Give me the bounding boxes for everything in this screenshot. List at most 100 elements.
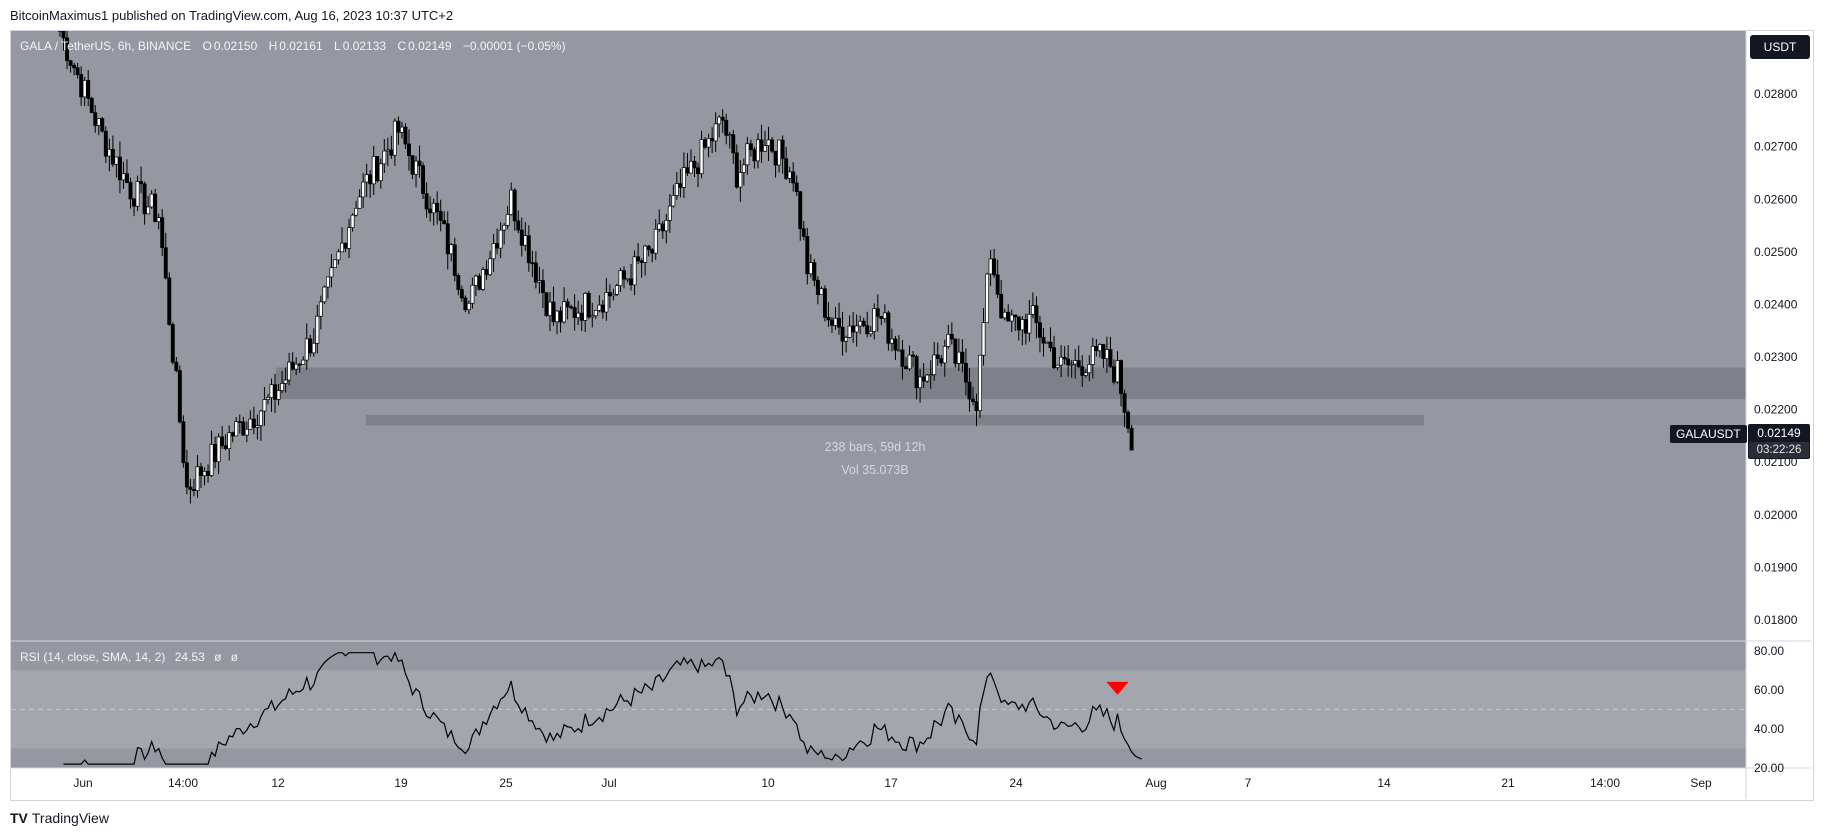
symbol-label[interactable]: GALA / TetherUS, 6h, BINANCE xyxy=(20,39,192,53)
lower-support-band xyxy=(366,414,1424,426)
candle-body xyxy=(318,301,323,317)
candle-body xyxy=(565,301,570,308)
candle-body xyxy=(727,134,732,136)
candle-body xyxy=(311,342,316,354)
candle-body xyxy=(1059,356,1064,366)
candle-body xyxy=(477,275,482,290)
time-tick-label: Aug xyxy=(1145,776,1166,790)
candle-body xyxy=(209,444,214,476)
last-price-label: 0.02149 03:22:26 xyxy=(1748,424,1810,459)
candle-body xyxy=(114,156,119,165)
candle-body xyxy=(385,149,390,152)
candle-body xyxy=(805,236,810,275)
candle-body xyxy=(801,228,806,237)
time-tick-label: Jun xyxy=(73,776,92,790)
candle-body xyxy=(1090,345,1095,365)
candle-body xyxy=(879,315,884,319)
candle-body xyxy=(946,333,951,347)
candle-body xyxy=(449,244,454,255)
time-tick-label: Jul xyxy=(601,776,616,790)
candle-body xyxy=(932,354,937,376)
candle-body xyxy=(981,322,986,356)
candle-body xyxy=(371,156,376,185)
measure-bars-label: 238 bars, 59d 12h xyxy=(824,440,926,454)
candle-body xyxy=(216,436,221,463)
candles-group xyxy=(58,31,1134,504)
time-tick-label: 24 xyxy=(1009,776,1023,790)
rsi-tick-label: 60.00 xyxy=(1754,683,1784,697)
candle-body xyxy=(773,150,778,166)
candle-body xyxy=(184,462,189,488)
close-value: 0.02149 xyxy=(408,39,452,53)
candle-body xyxy=(611,293,616,297)
candle-body xyxy=(896,349,901,352)
candle-body xyxy=(1023,319,1028,334)
candle-body xyxy=(889,338,894,344)
price-tick-label: 0.01900 xyxy=(1754,560,1798,574)
currency-button[interactable]: USDT xyxy=(1750,35,1810,59)
candle-body xyxy=(280,383,285,391)
candle-body xyxy=(1045,341,1049,344)
candle-body xyxy=(868,331,873,335)
candle-body xyxy=(516,220,521,231)
candle-body xyxy=(1041,336,1046,344)
high-label: H xyxy=(268,39,278,53)
candle-body xyxy=(607,292,612,297)
candle-body xyxy=(290,361,295,370)
low-value: 0.02133 xyxy=(342,39,387,53)
candle-body xyxy=(276,390,281,400)
candle-body xyxy=(703,139,708,148)
candle-body xyxy=(893,338,898,351)
candle-body xyxy=(177,370,182,423)
candle-body xyxy=(498,229,503,249)
candle-body xyxy=(985,273,990,324)
candle-body xyxy=(110,149,115,165)
candle-body xyxy=(65,37,70,62)
candle-body xyxy=(354,207,359,216)
candle-body xyxy=(967,381,972,400)
rsi-value: 24.53 xyxy=(174,650,205,664)
price-tick-label: 0.02000 xyxy=(1754,508,1798,522)
tradingview-footer[interactable]: TV TradingView xyxy=(10,810,109,826)
last-price-value: 0.02149 xyxy=(1757,426,1801,440)
candle-body xyxy=(251,418,256,428)
rsi-extra-1: ø xyxy=(214,650,222,664)
candle-body xyxy=(424,193,429,210)
candle-body xyxy=(731,134,736,154)
candle-body xyxy=(163,247,168,279)
candle-body xyxy=(195,466,200,492)
time-axis[interactable]: Jun 14:00 12 19 25 Jul 10 17 24 Aug 7 14 21 14:00 Sep xyxy=(73,776,1712,790)
measure-volume-label: Vol 35.073B xyxy=(841,463,909,477)
price-axis[interactable]: 0.018000.019000.020000.021000.022000.023… xyxy=(1754,87,1798,627)
candle-body xyxy=(61,31,66,39)
candle-body xyxy=(117,156,122,181)
candle-body xyxy=(1030,305,1035,315)
rsi-label[interactable]: RSI (14, close, SMA, 14, 2) xyxy=(20,650,166,664)
candle-body xyxy=(639,260,644,263)
candle-body xyxy=(459,289,464,299)
candle-body xyxy=(569,306,574,309)
chart-svg[interactable]: 0.018000.019000.020000.021000.022000.023… xyxy=(11,31,1811,799)
candle-body xyxy=(949,333,954,340)
candle-body xyxy=(488,258,493,276)
time-tick-label: 14:00 xyxy=(1590,776,1620,790)
time-tick-label: 10 xyxy=(761,776,775,790)
rsi-tick-label: 80.00 xyxy=(1754,644,1784,658)
candle-body xyxy=(1101,344,1106,359)
candle-body xyxy=(681,167,686,188)
candle-body xyxy=(911,354,916,357)
candle-body xyxy=(227,432,232,449)
candle-body xyxy=(745,143,750,166)
candle-body xyxy=(530,262,535,265)
candle-body xyxy=(664,220,669,232)
candle-body xyxy=(667,205,672,221)
candle-body xyxy=(149,193,154,208)
time-tick-label: 12 xyxy=(271,776,285,790)
candle-body xyxy=(139,181,144,185)
rsi-line xyxy=(63,651,1142,765)
candle-body xyxy=(918,376,923,389)
candle-body xyxy=(618,270,623,287)
candle-body xyxy=(907,354,912,370)
candle-body xyxy=(1066,358,1071,366)
price-tick-label: 0.02500 xyxy=(1754,245,1798,259)
